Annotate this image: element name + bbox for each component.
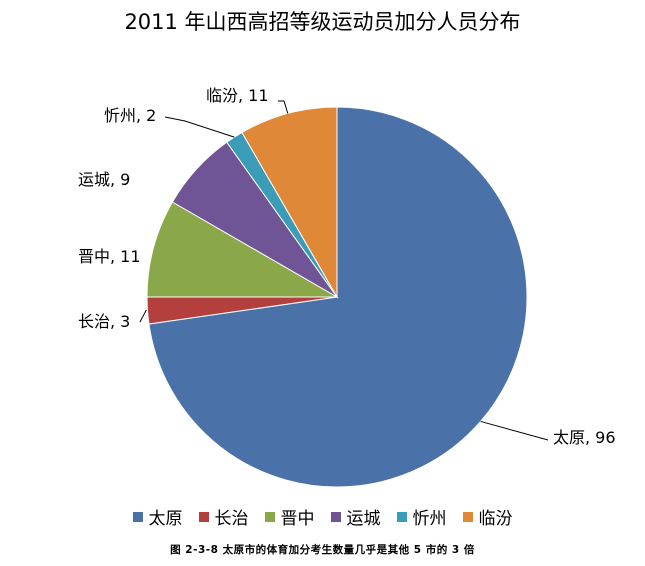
legend-item-3: 晋中 xyxy=(264,504,315,529)
legend-label: 临汾 xyxy=(478,509,513,529)
pie-slices xyxy=(146,106,528,488)
legend: 太原 长治 晋中 运城 忻州 临汾 xyxy=(0,504,645,529)
leader-line-2 xyxy=(139,310,147,323)
legend-swatch xyxy=(396,511,407,522)
legend-item-5: 忻州 xyxy=(396,504,447,529)
leader-lines xyxy=(139,100,549,441)
legend-label: 忻州 xyxy=(412,509,447,529)
pie-slice-6 xyxy=(241,106,338,299)
data-label-6: 临汾, 11 xyxy=(206,86,269,105)
legend-label: 运城 xyxy=(346,509,381,529)
pie-slice-3 xyxy=(146,201,339,298)
legend-item-2: 长治 xyxy=(198,504,249,529)
leader-line-6 xyxy=(278,100,289,114)
data-label-5: 忻州, 2 xyxy=(104,106,156,125)
legend-item-1: 太原 xyxy=(132,504,183,529)
data-label-3: 晋中, 11 xyxy=(78,247,141,266)
chart-title: 2011 年山西高招等级运动员加分人员分布 xyxy=(124,10,521,34)
legend-label: 晋中 xyxy=(280,509,315,529)
legend-item-6: 临汾 xyxy=(462,504,513,529)
legend-label: 长治 xyxy=(214,509,249,529)
data-labels: 太原, 96 长治, 3 晋中, 11 运城, 9 忻州, 2 临汾, 11 xyxy=(78,86,616,447)
legend-swatch xyxy=(264,511,275,522)
legend-swatch xyxy=(462,511,473,522)
data-label-4: 运城, 9 xyxy=(78,170,130,189)
leader-line-1 xyxy=(480,420,549,441)
data-label-1: 太原, 96 xyxy=(553,428,616,447)
legend-swatch xyxy=(330,511,341,522)
legend-label: 太原 xyxy=(148,509,183,529)
legend-swatch xyxy=(198,511,209,522)
legend-item-4: 运城 xyxy=(330,504,381,529)
figure-caption: 图 2-3-8 太原市的体育加分考生数量几乎是其他 5 市的 3 倍 xyxy=(170,544,475,556)
leader-line-5 xyxy=(164,116,235,138)
legend-swatch xyxy=(132,511,143,522)
data-label-2: 长治, 3 xyxy=(78,312,130,331)
